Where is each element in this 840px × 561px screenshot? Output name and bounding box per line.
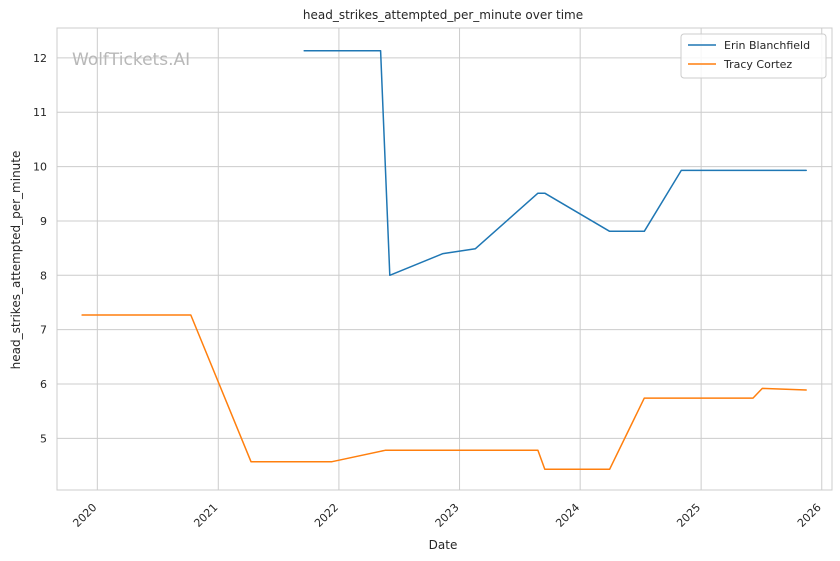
legend-label: Erin Blanchfield (724, 39, 810, 52)
x-axis-title: Date (429, 538, 458, 552)
series-line-0 (303, 50, 807, 277)
y-tick-label: 11 (33, 106, 47, 119)
y-tick-label: 9 (40, 215, 47, 228)
y-tick-label: 10 (33, 161, 47, 174)
plot-area-frame (56, 27, 833, 491)
y-tick-label: 8 (40, 269, 47, 282)
y-tick-label: 5 (40, 432, 47, 445)
series-layer (81, 50, 807, 471)
legend-label: Tracy Cortez (723, 58, 792, 71)
watermark: WolfTickets.AI (72, 50, 190, 70)
legend: Erin Blanchfield Tracy Cortez (680, 33, 827, 79)
grid (57, 28, 832, 490)
y-tick-label: 12 (33, 52, 47, 65)
y-axis-title: head_strikes_attempted_per_minute (9, 151, 23, 370)
y-tick-label: 6 (40, 378, 47, 391)
y-tick-label: 7 (40, 324, 47, 337)
legend-box (680, 33, 827, 79)
y-axis: 5 6 7 8 9 10 11 12 (33, 52, 47, 445)
series-line-1 (81, 314, 807, 471)
chart-title: head_strikes_attempted_per_minute over t… (303, 8, 583, 22)
